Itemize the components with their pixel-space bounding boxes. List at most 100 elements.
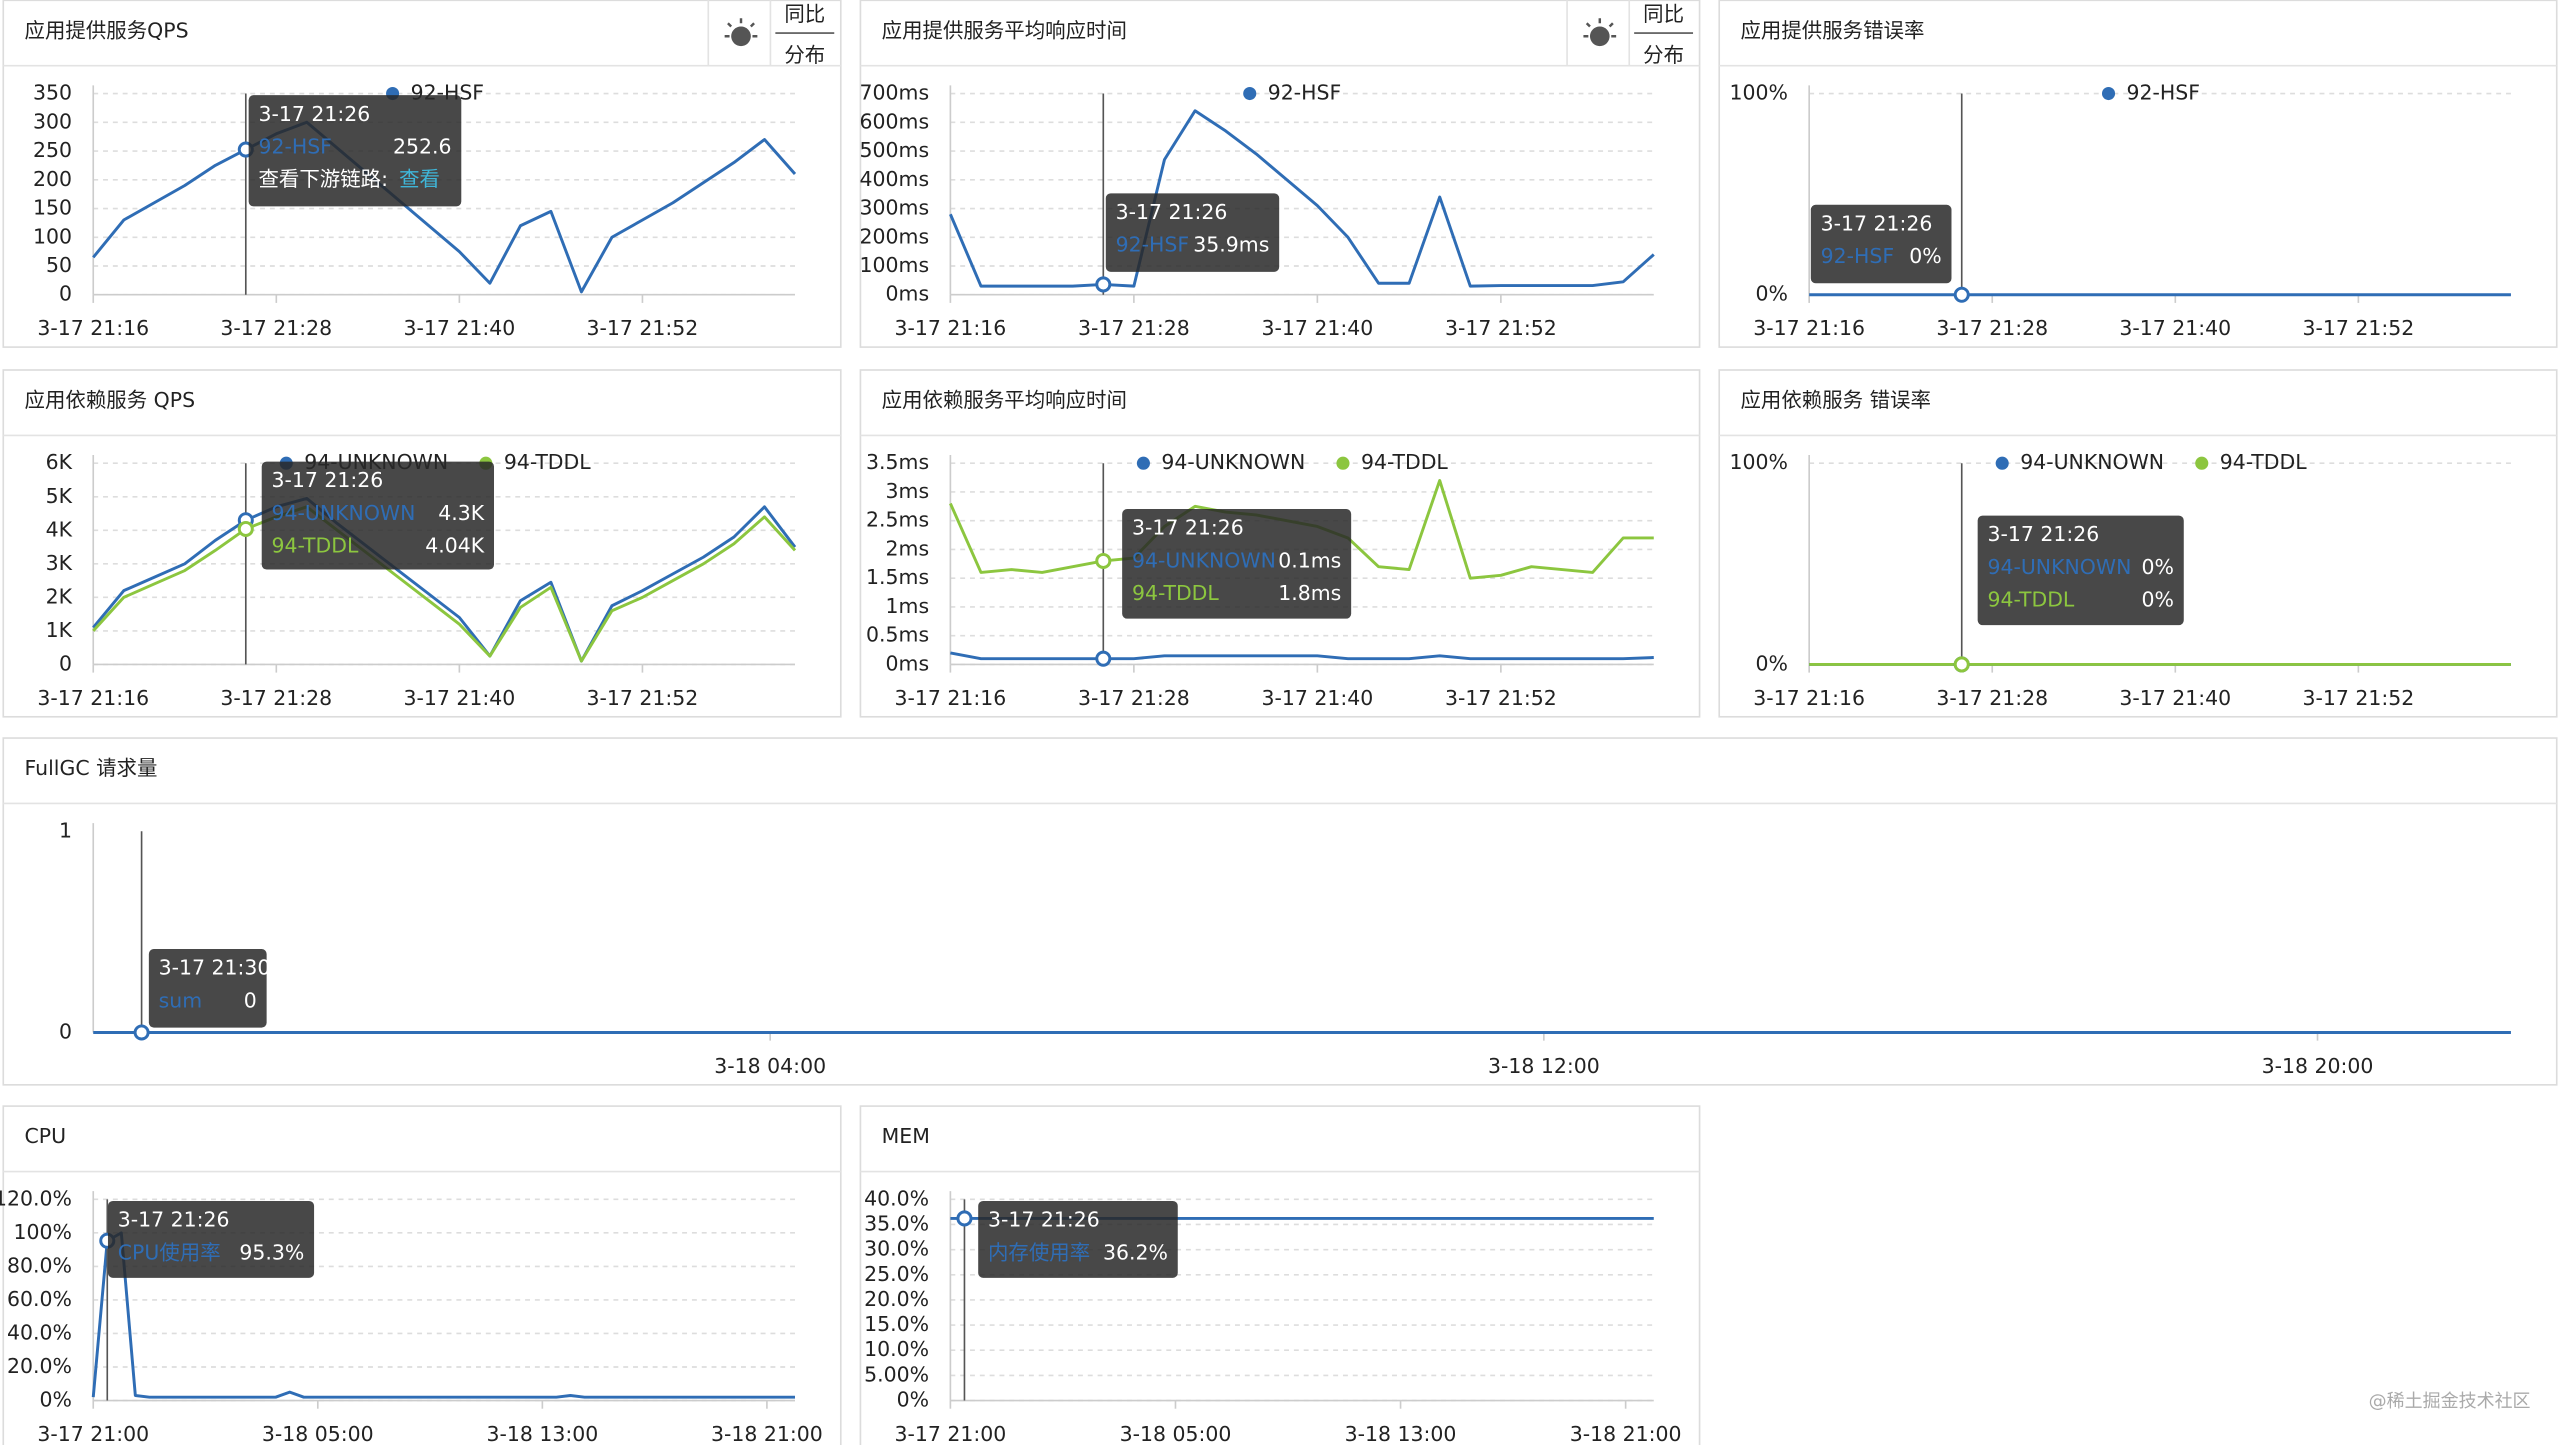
y-tick-label: 10.0%	[864, 1337, 929, 1361]
legend-label[interactable]: 94-TDDL	[1361, 450, 1448, 474]
tooltip-title: 3-17 21:30	[159, 956, 271, 980]
y-tick-label: 0%	[1755, 282, 1787, 306]
y-tick-label: 700ms	[860, 81, 930, 105]
y-tick-label: 100%	[1729, 450, 1787, 474]
alarm-icon[interactable]	[724, 18, 758, 47]
y-tick-label: 0%	[1755, 651, 1787, 675]
tooltip-value: 1.8ms	[1278, 581, 1341, 605]
tooltip-value: 252.6	[393, 135, 452, 159]
y-tick-label: 1	[59, 818, 72, 842]
y-tick-label: 350	[33, 81, 72, 105]
header-button[interactable]: 分布	[1643, 43, 1684, 67]
icon-body	[731, 26, 751, 47]
icon-rays	[724, 18, 758, 38]
legend-dot	[2195, 456, 2209, 470]
tooltip-series: sum	[159, 988, 203, 1012]
y-tick-label: 50	[46, 253, 72, 277]
tooltip-series: 92-HSF	[258, 135, 331, 159]
series-line	[92, 496, 797, 663]
y-tick-label: 120.0%	[0, 1186, 72, 1210]
tooltip-series: 92-HSF	[1821, 244, 1894, 268]
x-tick-label: 3-18 04:00	[714, 1054, 826, 1078]
tooltip-series: 94-UNKNOWN	[1132, 548, 1276, 572]
y-tick-label: 100ms	[860, 253, 930, 277]
legend-label[interactable]: 92-HSF	[2127, 81, 2200, 105]
x-tick-label: 3-17 21:52	[587, 686, 699, 710]
y-tick-label: 25.0%	[864, 1262, 929, 1286]
tooltip-value: 95.3%	[239, 1240, 304, 1264]
x-tick-label: 3-17 21:40	[403, 316, 515, 340]
x-tick-label: 3-17 21:16	[37, 316, 149, 340]
panel-title: 应用依赖服务平均响应时间	[882, 388, 1127, 412]
tooltip-series: 94-UNKNOWN	[272, 501, 416, 525]
legend-label[interactable]: 92-HSF	[1268, 81, 1341, 105]
hover-point	[956, 1210, 973, 1227]
alarm-icon[interactable]	[1583, 18, 1617, 47]
tooltip	[1105, 193, 1280, 272]
y-tick-label: 60.0%	[7, 1287, 72, 1311]
legend-label[interactable]: 94-UNKNOWN	[2020, 450, 2164, 474]
legend-label[interactable]: 94-TDDL	[504, 450, 591, 474]
y-tick-label: 0%	[40, 1388, 72, 1412]
x-tick-label: 3-17 21:40	[2119, 686, 2231, 710]
x-tick-label: 3-17 21:16	[894, 686, 1006, 710]
x-tick-label: 3-17 21:16	[37, 686, 149, 710]
series-line	[950, 651, 1654, 661]
x-tick-label: 3-17 21:28	[1078, 316, 1190, 340]
y-tick-label: 0	[59, 651, 72, 675]
y-tick-label: 2.5ms	[866, 508, 929, 532]
header-button[interactable]: 分布	[784, 43, 825, 67]
y-tick-label: 20.0%	[7, 1354, 72, 1378]
y-tick-label: 1.5ms	[866, 565, 929, 589]
x-tick-label: 3-17 21:52	[1445, 686, 1557, 710]
x-tick-label: 3-18 12:00	[1488, 1054, 1600, 1078]
y-tick-label: 2K	[46, 584, 73, 608]
panel-title: MEM	[882, 1124, 930, 1148]
y-tick-label: 1K	[46, 618, 73, 642]
watermark: @稀土掘金技术社区	[2369, 1391, 2531, 1412]
y-tick-label: 6K	[46, 450, 73, 474]
hover-point	[237, 520, 254, 537]
tooltip-value: 4.04K	[425, 534, 485, 558]
x-tick-label: 3-17 21:28	[1936, 316, 2048, 340]
y-tick-label: 200ms	[860, 224, 930, 248]
tooltip-series: 内存使用率	[988, 1240, 1090, 1264]
tooltip	[248, 95, 462, 207]
x-tick-label: 3-17 21:16	[894, 316, 1006, 340]
x-tick-label: 3-18 20:00	[2262, 1054, 2374, 1078]
tooltip-series: 94-TDDL	[1132, 581, 1219, 605]
y-tick-label: 0ms	[886, 282, 930, 306]
x-tick-label: 3-17 21:28	[220, 316, 332, 340]
y-tick-label: 2ms	[886, 536, 930, 560]
legend-label[interactable]: 94-TDDL	[2220, 450, 2307, 474]
tooltip-value: 35.9ms	[1193, 233, 1269, 257]
legend-dot	[2101, 86, 2116, 101]
series-line	[949, 109, 1655, 288]
x-tick-label: 3-17 21:16	[1753, 686, 1865, 710]
legend-label[interactable]: 94-UNKNOWN	[1161, 450, 1305, 474]
y-tick-label: 30.0%	[864, 1237, 929, 1261]
x-tick-label: 3-17 21:00	[894, 1422, 1006, 1445]
y-tick-label: 0.5ms	[866, 623, 929, 647]
tooltip-link[interactable]: 查看	[399, 167, 440, 191]
icon-body	[1589, 26, 1610, 47]
hover-point	[1953, 286, 1970, 303]
y-tick-label: 300	[33, 109, 72, 133]
tooltip	[148, 949, 267, 1028]
tooltip	[1977, 515, 2184, 626]
y-tick-label: 4K	[46, 517, 73, 541]
tooltip-title: 3-17 21:26	[1116, 200, 1228, 224]
panel	[2, 737, 2558, 1086]
x-tick-label: 3-17 21:40	[2119, 316, 2231, 340]
hover-point	[1095, 650, 1112, 667]
x-tick-label: 3-17 21:28	[220, 686, 332, 710]
header-button[interactable]: 同比	[1643, 2, 1684, 26]
x-tick-label: 3-17 21:16	[1753, 316, 1865, 340]
tooltip-title: 3-17 21:26	[1821, 211, 1933, 235]
header-button[interactable]: 同比	[784, 2, 825, 26]
x-tick-label: 3-18 21:00	[1570, 1422, 1682, 1445]
y-tick-label: 3.5ms	[866, 450, 929, 474]
y-tick-label: 40.0%	[864, 1186, 929, 1210]
x-tick-label: 3-17 21:52	[2302, 686, 2414, 710]
